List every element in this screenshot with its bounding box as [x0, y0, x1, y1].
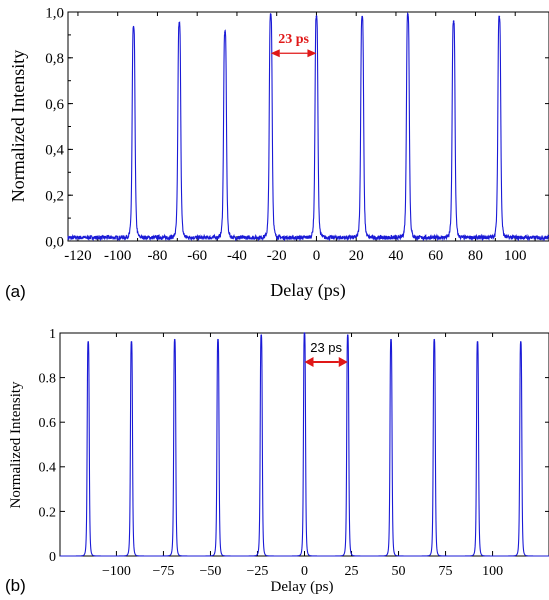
panel-b-x-tick-label: 50: [392, 564, 406, 579]
panel-b-peak-point: [260, 334, 263, 337]
panel-a-y-tick-label: 0,0: [45, 234, 64, 250]
panel-b-annotation-arrowhead-left: [304, 356, 314, 367]
panel-a-x-tick-label: 20: [349, 248, 364, 264]
panel-b-x-tick-label: 100: [482, 564, 503, 579]
panel-a-annotation-arrowhead-left: [270, 49, 280, 58]
panel-a-y-tick-label: 0,8: [45, 51, 64, 67]
panel-b-peak-point: [519, 341, 522, 343]
panel-a-series-line: [67, 12, 549, 242]
panel-a-peak-point: [452, 20, 455, 22]
panel-a-x-tick-label: -120: [64, 248, 92, 264]
panel-b-y-tick-label: 0.4: [39, 461, 57, 476]
panel-a-peak-point: [132, 27, 135, 29]
panel-a-x-tick-label: 80: [468, 248, 483, 264]
panel-a-x-tick-label: -40: [227, 248, 247, 264]
panel-b-annotation-label: 23 ps: [310, 340, 342, 355]
panel-b-peak-point: [130, 341, 133, 343]
panel-a-annotation-arrowhead-right: [307, 49, 317, 58]
panel-a-x-tick-label: -60: [187, 248, 207, 264]
panel-a-annotation: 23 ps: [270, 32, 317, 58]
panel-a-peak-point: [269, 13, 272, 16]
panel-b-peak-point: [476, 341, 479, 343]
panel-a-peak-point: [178, 22, 181, 25]
panel-a-label: (a): [5, 282, 26, 301]
panel-b-peak-point: [346, 334, 349, 337]
panel-b-y-tick-label: 0.6: [39, 416, 57, 431]
panel-b-label: (b): [5, 576, 26, 595]
panel-a-peaks: [132, 13, 501, 34]
panel-a-x-tick-label: 0: [313, 248, 321, 264]
panel-b-y-tick-label: 0.8: [39, 372, 57, 387]
panel-a-peak-point: [315, 15, 318, 18]
panel-a-peak-point: [361, 15, 363, 18]
panel-b-x-tick-label: 75: [439, 564, 453, 579]
panel-a-y-tick-label: 0,6: [45, 97, 64, 113]
panel-b-x-tick-label: −100: [102, 564, 131, 579]
panel-a-y-tick-label: 0,2: [45, 188, 64, 204]
panel-a-peak-point: [224, 31, 226, 34]
panel-a-annotation-label: 23 ps: [278, 32, 309, 47]
panel-b-peak-point: [173, 338, 176, 341]
panel-b-peak-point: [87, 341, 90, 343]
panel-b-peak-point: [303, 332, 306, 334]
panel-a-x-tick-label: -100: [104, 248, 132, 264]
panel-b-x-tick-label: −25: [247, 564, 269, 579]
panel-a-y-tick-label: 0,4: [45, 143, 64, 159]
panel-a-x-axis-label: Delay (ps): [270, 280, 345, 301]
panel-b: −100 −75 −50 −25 0 25 50 75 100 0 0.2 0.4 0.6 0.8 1 2…: [5, 327, 549, 595]
panel-b-peak-point: [217, 338, 219, 341]
panel-b-x-tick-label: −75: [152, 564, 174, 579]
panel-a-y-axis-label: Normalized Intensity: [8, 50, 28, 202]
panel-a-x-tick-label: -20: [267, 248, 287, 264]
panel-b-x-tick-label: −50: [200, 564, 222, 579]
panel-a-peak-point: [407, 13, 409, 16]
panel-a-peak-point: [498, 15, 501, 18]
panel-a-x-tick-label: 60: [428, 248, 443, 264]
panel-b-x-tick-label: 0: [301, 564, 308, 579]
panel-b-peak-point: [433, 338, 436, 341]
panel-b-y-tick-label: 0: [49, 550, 56, 565]
panel-b-x-tick-label: 25: [345, 564, 359, 579]
panel-b-series-line: [60, 332, 549, 557]
panel-b-annotation-arrowhead-right: [338, 356, 348, 367]
panel-b-peak-point: [390, 338, 392, 341]
panel-b-x-axis-label: Delay (ps): [271, 579, 334, 595]
panel-a: -120 -100 -80 -60 -40 -20 0 20 40 60 80 100 0,0 0,2 0…: [5, 5, 549, 301]
panel-b-y-tick-label: 1: [49, 327, 56, 342]
panel-a-x-tick-label: -80: [147, 248, 167, 264]
panel-b-y-axis-label: Normalized Intensity: [8, 381, 24, 509]
panel-a-x-tick-label: 100: [504, 248, 527, 264]
panel-b-annotation: 23 ps: [304, 340, 348, 367]
panel-a-x-tick-label: 40: [388, 248, 403, 264]
panel-b-peaks: [87, 332, 522, 343]
panel-a-y-tick-label: 1,0: [45, 5, 64, 21]
panel-b-y-tick-label: 0.2: [39, 505, 57, 520]
